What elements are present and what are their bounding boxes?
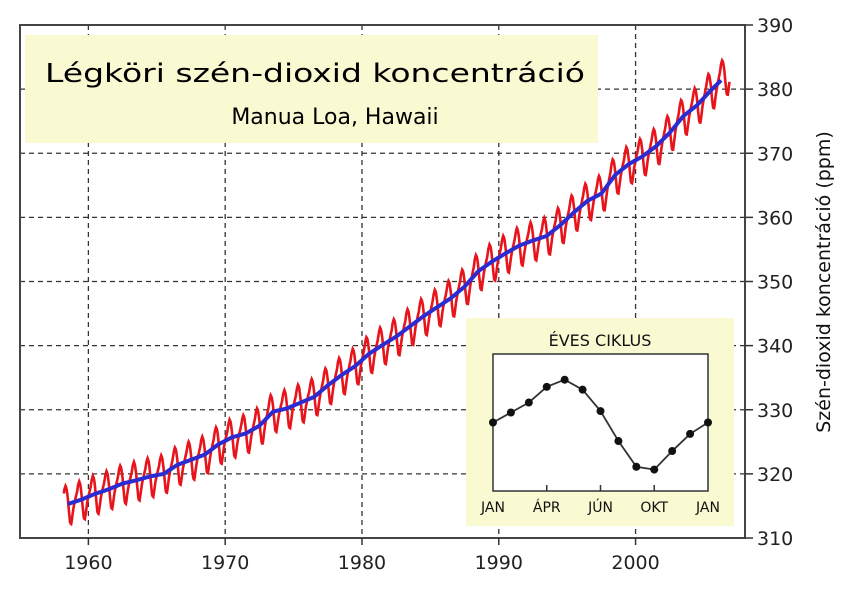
chart-title: Légköri szén-dioxid koncentráció — [45, 59, 585, 89]
y-tick-label: 340 — [757, 336, 793, 358]
inset-point — [704, 418, 712, 427]
y-tick-label: 350 — [757, 272, 793, 294]
inset-title: ÉVES CIKLUS — [549, 331, 652, 350]
chart-subtitle: Manua Loa, Hawaii — [231, 105, 438, 130]
inset-point — [686, 429, 695, 438]
inset-point — [524, 398, 533, 407]
inset-point — [560, 375, 569, 384]
y-tick-label: 330 — [757, 400, 793, 422]
y-tick-label: 360 — [757, 207, 793, 229]
inset-tick-label: JÚN — [587, 498, 613, 516]
inset-tick-label: JAN — [480, 500, 505, 516]
y-tick-label: 310 — [757, 528, 793, 550]
inset-frame — [492, 353, 709, 492]
inset-point — [506, 408, 515, 417]
inset-point — [650, 465, 659, 474]
x-tick-label: 2000 — [611, 552, 659, 574]
inset-point — [542, 382, 551, 391]
y-tick-label: 320 — [757, 464, 793, 486]
inset-point — [632, 462, 641, 471]
x-tick-label: 1990 — [475, 552, 523, 574]
inset-point — [596, 407, 605, 416]
series — [62, 57, 731, 527]
y-tick-label: 380 — [757, 79, 793, 101]
inset-annual-cycle: ÉVES CIKLUS JAN ÁPR JÚN OKT JAN — [466, 318, 734, 526]
x-tick-label: 1980 — [338, 552, 386, 574]
inset-point — [489, 418, 497, 427]
y-tick-label: 390 — [757, 15, 793, 37]
trend-co2-line — [67, 78, 723, 506]
title-box: Légköri szén-dioxid koncentráció Manua L… — [25, 35, 598, 143]
y-axis-label: Szén-dioxid koncentráció (ppm) — [813, 131, 835, 433]
inset-tick-label: JAN — [695, 500, 720, 516]
y-axis: 310 320 330 340 350 360 370 380 390 — [745, 15, 793, 550]
inset-tick-label: ÁPR — [533, 499, 561, 516]
inset-point — [578, 385, 587, 394]
y-tick-label: 370 — [757, 143, 793, 165]
inset-point — [668, 447, 677, 456]
inset-tick-label: OKT — [640, 500, 668, 516]
x-axis: 1960 1970 1980 1990 2000 — [64, 538, 660, 574]
x-tick-label: 1970 — [201, 552, 249, 574]
inset-point — [614, 437, 623, 446]
x-tick-label: 1960 — [64, 552, 112, 574]
